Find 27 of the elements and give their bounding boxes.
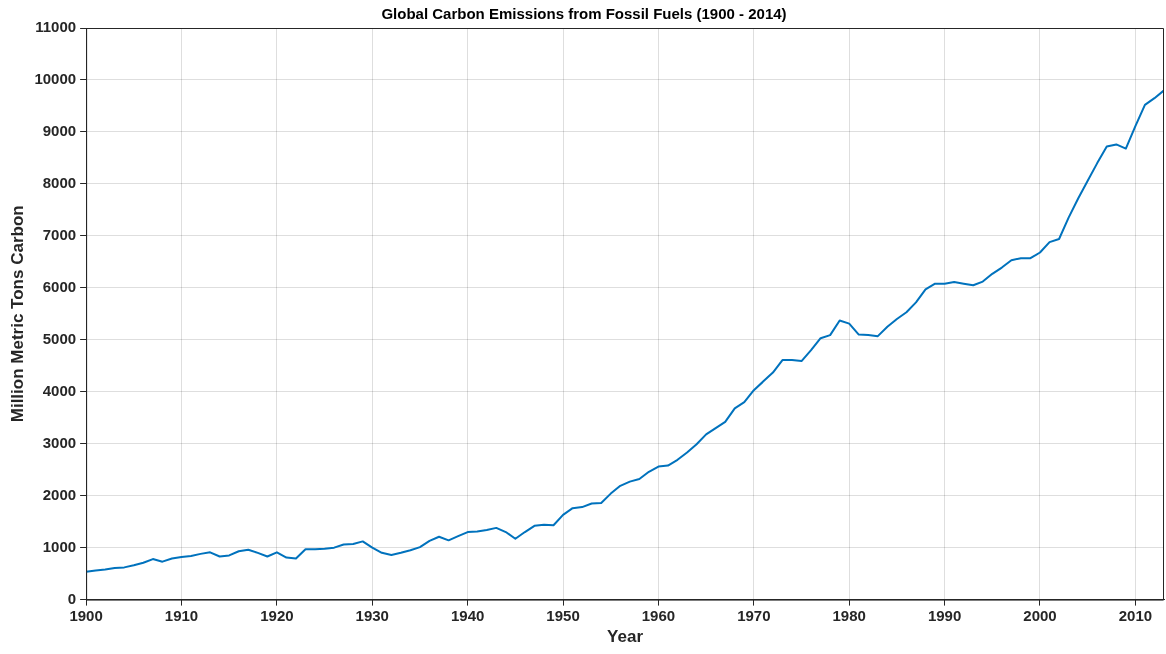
x-tick-label: 2010 [1118, 606, 1153, 624]
chart-title: Global Carbon Emissions from Fossil Fuels (1900 - 2014) [381, 5, 787, 23]
y-tick-label: 6000 [42, 277, 77, 295]
x-tick-label: 1920 [260, 606, 294, 624]
y-tick-label: 5000 [42, 329, 77, 347]
x-tick-label: 1950 [546, 606, 580, 624]
x-tick-label: 1900 [69, 606, 103, 624]
x-tick-label: 2000 [1023, 606, 1057, 624]
y-tick-label: 3000 [42, 433, 77, 451]
x-tick-label: 1910 [164, 606, 199, 624]
x-axis-title: Year [607, 627, 644, 647]
x-tick-label: 1930 [355, 606, 389, 624]
y-tick-label: 8000 [42, 174, 77, 192]
y-tick-label: 7000 [42, 226, 77, 243]
y-tick-label: 4000 [42, 381, 77, 399]
x-tick-label: 1990 [927, 606, 962, 624]
y-tick-label: 9000 [42, 122, 77, 140]
y-axis-title: Million Metric Tons Carbon [7, 205, 27, 423]
x-tick-label: 1970 [737, 606, 771, 624]
y-tick-label: 1000 [42, 537, 77, 555]
y-tick-label: 11000 [35, 18, 77, 36]
y-tick-label: 2000 [42, 485, 77, 503]
x-tick-label: 1940 [450, 606, 485, 624]
y-tick-label: 10000 [34, 70, 77, 88]
x-tick-label: 1960 [641, 606, 676, 624]
x-tick-label: 1980 [832, 606, 866, 624]
y-tick-label: 0 [67, 589, 77, 607]
